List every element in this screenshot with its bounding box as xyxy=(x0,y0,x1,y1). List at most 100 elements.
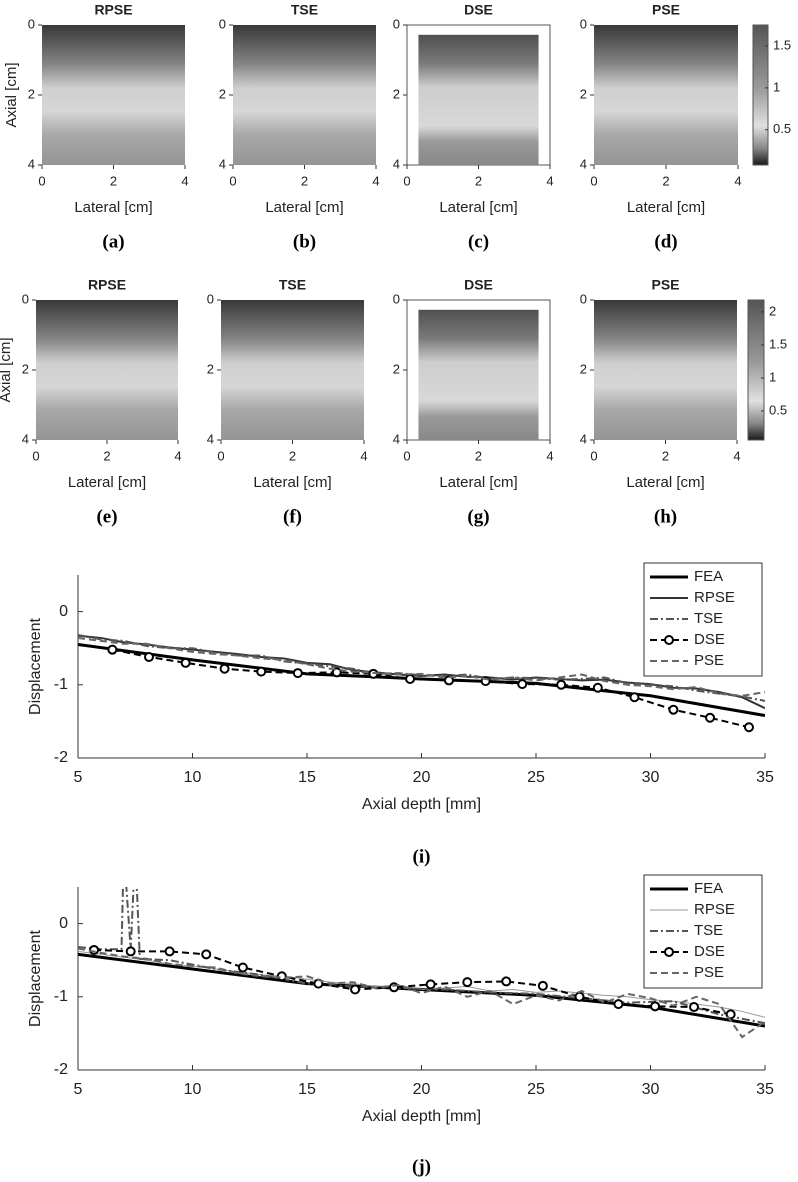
y-axis-label: Displacement xyxy=(27,617,44,714)
series-marker xyxy=(237,962,248,973)
y-tick-label: 4 xyxy=(580,156,587,171)
series-marker xyxy=(613,999,624,1010)
series-marker xyxy=(180,657,191,668)
y-tick-label: 0 xyxy=(219,16,226,31)
x-tick-label: 0 xyxy=(38,173,45,188)
colorbar-tick-label: 1.5 xyxy=(769,336,787,351)
panel-caption: (e) xyxy=(96,506,117,527)
panel-title: PSE xyxy=(651,277,679,293)
y-tick-label: 0 xyxy=(59,915,68,932)
x-tick-label: 20 xyxy=(413,769,431,786)
x-tick-label: 5 xyxy=(74,1081,83,1098)
image xyxy=(36,300,178,440)
colorbar-tick-label: 0.5 xyxy=(769,402,787,417)
y-tick-label: 0 xyxy=(580,291,587,306)
legend-label: PSE xyxy=(694,964,724,981)
legend-label: FEA xyxy=(694,880,723,897)
panel-caption: (g) xyxy=(467,506,489,527)
x-tick-label: 2 xyxy=(662,173,669,188)
x-tick-label: 2 xyxy=(475,448,482,463)
x-tick-label: 4 xyxy=(733,448,740,463)
series-marker xyxy=(350,984,361,995)
x-tick-label: 0 xyxy=(590,448,597,463)
series-marker xyxy=(276,971,287,982)
x-tick-label: 30 xyxy=(642,769,660,786)
series-line xyxy=(78,947,765,1039)
series-marker xyxy=(556,679,567,690)
y-tick-label: 4 xyxy=(219,156,226,171)
legend-label: RPSE xyxy=(694,901,735,918)
x-tick-label: 30 xyxy=(642,1081,660,1098)
series-marker xyxy=(143,651,154,662)
x-tick-label: 4 xyxy=(372,173,379,188)
y-tick-label: 2 xyxy=(207,361,214,376)
x-tick-label: 2 xyxy=(301,173,308,188)
series-marker xyxy=(443,675,454,686)
series-marker xyxy=(574,991,585,1002)
y-tick-label: 4 xyxy=(580,431,587,446)
panel-title: DSE xyxy=(464,277,493,293)
panel-caption: (b) xyxy=(293,231,316,252)
x-tick-label: 2 xyxy=(110,173,117,188)
legend-box xyxy=(643,874,763,989)
panel-title: RPSE xyxy=(88,277,126,293)
series-marker xyxy=(125,946,136,957)
series-marker xyxy=(689,1002,700,1013)
series-marker xyxy=(537,980,548,991)
series-marker xyxy=(89,944,100,955)
panel-title: TSE xyxy=(279,277,306,293)
panel-caption: (a) xyxy=(102,231,124,252)
image xyxy=(418,34,539,165)
y-tick-label: 0 xyxy=(59,603,68,620)
y-tick-label: 0 xyxy=(393,16,400,31)
x-axis-label: Lateral [cm] xyxy=(627,199,705,216)
panel-title: RPSE xyxy=(94,2,132,18)
series-marker xyxy=(219,663,230,674)
series-marker xyxy=(517,679,528,690)
y-tick-label: 4 xyxy=(207,431,214,446)
y-tick-label: 0 xyxy=(28,16,35,31)
x-axis-label: Axial depth [mm] xyxy=(362,796,481,813)
series-marker xyxy=(501,976,512,987)
x-tick-label: 10 xyxy=(184,1081,202,1098)
panel-caption: (j) xyxy=(412,1156,431,1177)
x-tick-label: 4 xyxy=(360,448,367,463)
series-marker xyxy=(107,644,118,655)
x-tick-label: 15 xyxy=(298,1081,316,1098)
legend-label: PSE xyxy=(694,652,724,669)
legend-box xyxy=(643,562,763,677)
x-axis-label: Axial depth [mm] xyxy=(362,1108,481,1125)
panel-caption: (h) xyxy=(654,506,677,527)
y-tick-label: 0 xyxy=(207,291,214,306)
y-tick-label: 2 xyxy=(28,86,35,101)
y-tick-label: 0 xyxy=(393,291,400,306)
x-tick-label: 25 xyxy=(527,769,545,786)
series-marker xyxy=(668,704,679,715)
series-line xyxy=(78,887,765,1025)
legend-marker xyxy=(664,635,674,645)
x-tick-label: 10 xyxy=(184,769,202,786)
series-marker xyxy=(405,673,416,684)
series-marker xyxy=(650,1001,661,1012)
panel-caption: (f) xyxy=(283,506,302,527)
colorbar-tick-label: 0.5 xyxy=(773,121,791,136)
x-tick-label: 2 xyxy=(475,173,482,188)
panel-caption: (c) xyxy=(468,231,489,252)
x-tick-label: 4 xyxy=(734,173,741,188)
legend-label: DSE xyxy=(694,631,725,648)
series-line xyxy=(93,948,731,1016)
y-tick-label: 0 xyxy=(580,16,587,31)
x-tick-label: 0 xyxy=(403,173,410,188)
colorbar xyxy=(752,24,769,166)
x-tick-label: 25 xyxy=(527,1081,545,1098)
x-axis-label: Lateral [cm] xyxy=(626,474,704,491)
x-axis-label: Lateral [cm] xyxy=(68,474,146,491)
legend-marker xyxy=(664,947,674,957)
colorbar-tick-label: 1 xyxy=(769,369,776,384)
series-marker xyxy=(256,666,267,677)
series-line xyxy=(78,636,765,697)
y-tick-label: -2 xyxy=(54,749,68,766)
image xyxy=(594,300,737,440)
panel-caption: (d) xyxy=(654,231,677,252)
legend-label: DSE xyxy=(694,943,725,960)
